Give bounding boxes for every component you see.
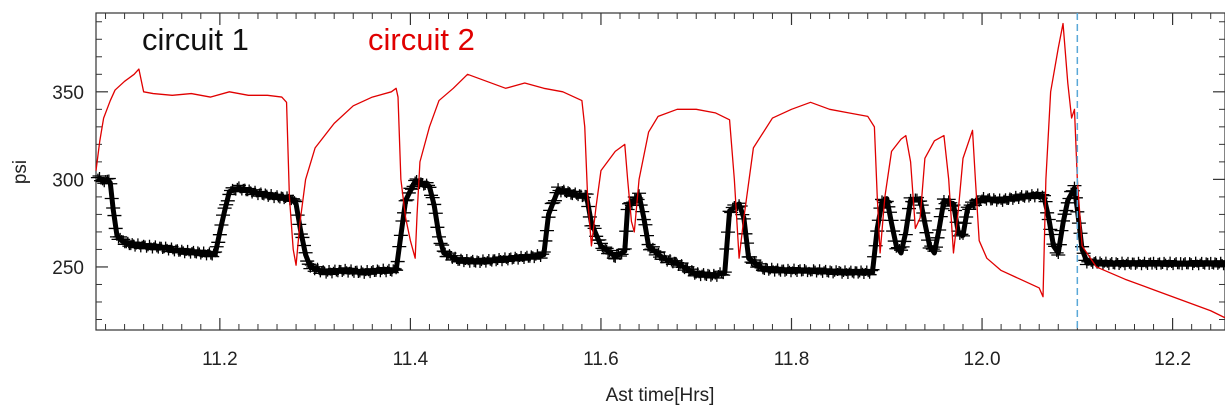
- y-tick-label: 300: [52, 170, 84, 191]
- series-layer: [90, 22, 1225, 319]
- y-axis-label: psi: [10, 160, 31, 184]
- axis-ticks: [96, 13, 1225, 330]
- series-circuit-1: [90, 172, 1225, 282]
- x-tick-label: 12.2: [1154, 349, 1191, 370]
- x-tick-label: 11.6: [583, 349, 619, 370]
- x-tick-label: 12.0: [964, 349, 1001, 370]
- legend-circuit-1: circuit 1: [142, 22, 249, 57]
- circuit-1-line: [96, 175, 1225, 279]
- x-tick-label: 11.4: [393, 349, 429, 370]
- y-tick-label: 250: [52, 258, 84, 279]
- x-tick-label: 11.2: [202, 349, 238, 370]
- legend-circuit-2: circuit 2: [368, 22, 475, 57]
- x-tick-labels: 11.2 11.4 11.6 11.8 12.0 12.2: [202, 349, 1191, 370]
- y-tick-labels: 250 300 350: [52, 83, 84, 279]
- plot-frame: [95, 12, 1225, 331]
- x-tick-label: 11.8: [774, 349, 810, 370]
- x-axis-label: Ast time[Hrs]: [606, 385, 715, 406]
- series-circuit-2-line: [95, 22, 1225, 319]
- y-tick-label: 350: [52, 83, 84, 104]
